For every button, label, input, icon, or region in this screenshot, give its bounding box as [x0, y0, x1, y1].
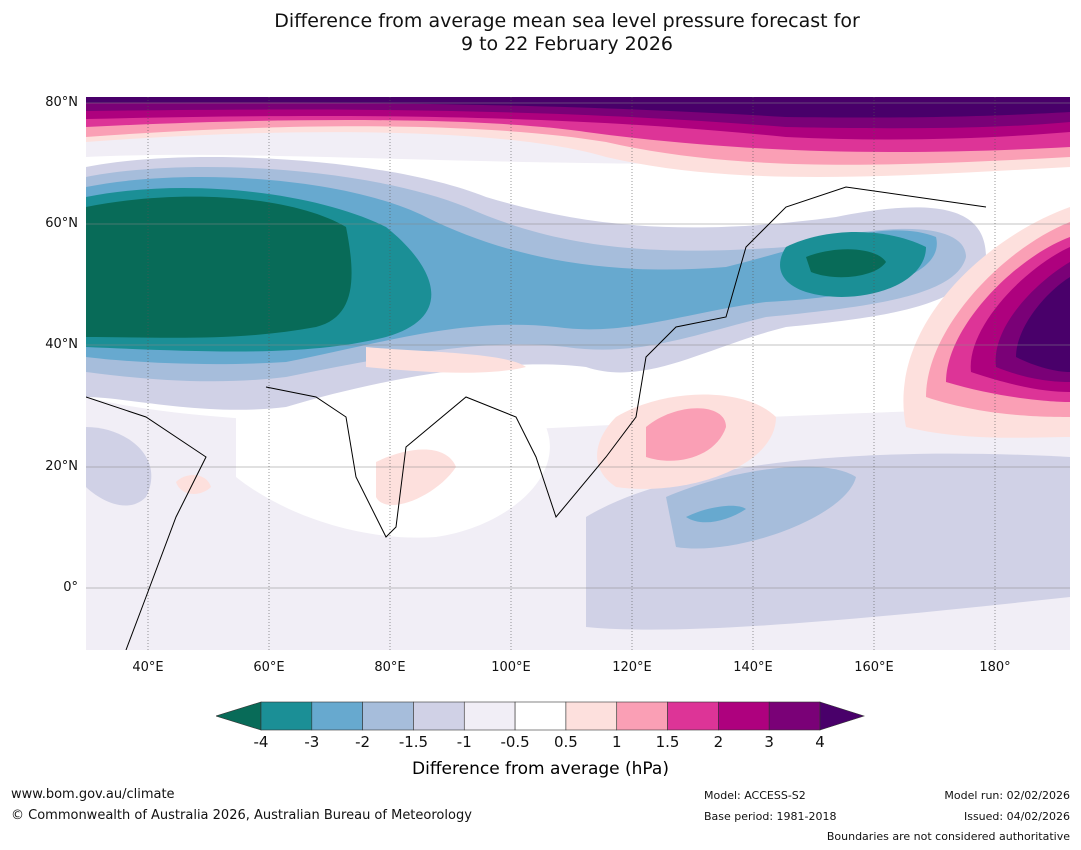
colorbar-bin: [565, 701, 618, 731]
lon-label: 80°E: [374, 660, 406, 675]
colorbar-tick: -3: [304, 733, 320, 751]
colorbar-bin: [667, 701, 719, 731]
colorbar-bin: [514, 701, 567, 731]
anomaly-region-blue-core: [686, 505, 746, 523]
colorbar-tick: -1: [456, 733, 472, 751]
website-link[interactable]: www.bom.gov.au/climate: [11, 787, 175, 802]
figure-title: Difference from average mean sea level p…: [0, 10, 1081, 56]
colorbar-bin: [616, 701, 668, 731]
coastline: [265, 186, 987, 538]
colorbar: [216, 701, 865, 731]
colorbar-tick: -0.5: [500, 733, 530, 751]
colorbar-tick: 1.5: [655, 733, 680, 751]
colorbar-tick: -2: [355, 733, 371, 751]
colorbar-over-arrow: [819, 701, 865, 731]
anomaly-region-blue-pacific: [666, 466, 856, 549]
colorbar-tick: -4: [253, 733, 269, 751]
lat-label: 60°N: [45, 216, 78, 231]
colorbar-bin: [463, 701, 516, 731]
anomaly-region-left-lavender: [86, 427, 152, 506]
model-run: Model run: 02/02/2026: [944, 789, 1070, 802]
colorbar-tick: 2: [713, 733, 724, 751]
model: Model: ACCESS-S2: [704, 789, 806, 802]
lat-label: 0°: [63, 580, 78, 595]
base-period: Base period: 1981-2018: [704, 810, 837, 823]
title-line1: Difference from average mean sea level p…: [274, 10, 860, 32]
colorbar-bin: [718, 701, 770, 731]
lon-label: 140°E: [733, 660, 773, 675]
colorbar-tick: 0.5: [553, 733, 578, 751]
lon-label: 160°E: [854, 660, 894, 675]
lon-label: 40°E: [132, 660, 164, 675]
colorbar-label: Difference from average (hPa): [412, 759, 669, 779]
lat-label: 80°N: [45, 95, 78, 110]
colorbar-tick: 4: [815, 733, 825, 751]
issued: Issued: 04/02/2026: [963, 810, 1070, 823]
colorbar-tick: 1: [611, 733, 622, 751]
lon-label: 60°E: [253, 660, 285, 675]
lat-label: 20°N: [45, 459, 78, 474]
colorbar-bin: [362, 701, 414, 731]
copyright: © Commonwealth of Australia 2026, Austra…: [11, 808, 472, 823]
colorbar-under-arrow: [216, 701, 262, 731]
colorbar-bin: [413, 701, 465, 731]
colorbar-tick: -1.5: [398, 733, 429, 751]
colorbar-tick: 3: [764, 733, 774, 751]
pressure-anomaly-map: [86, 97, 1070, 650]
colorbar-bin: [768, 701, 821, 731]
colorbar-bin: [260, 701, 313, 731]
coastline: [86, 396, 207, 650]
lon-label: 180°: [979, 660, 1011, 675]
disclaimer: Boundaries are not considered authoritat…: [826, 830, 1070, 843]
lon-label: 120°E: [612, 660, 652, 675]
lat-label: 40°N: [45, 337, 78, 352]
lon-label: 100°E: [491, 660, 531, 675]
title-line2: 9 to 22 February 2026: [460, 33, 674, 55]
colorbar-bin: [311, 701, 363, 731]
